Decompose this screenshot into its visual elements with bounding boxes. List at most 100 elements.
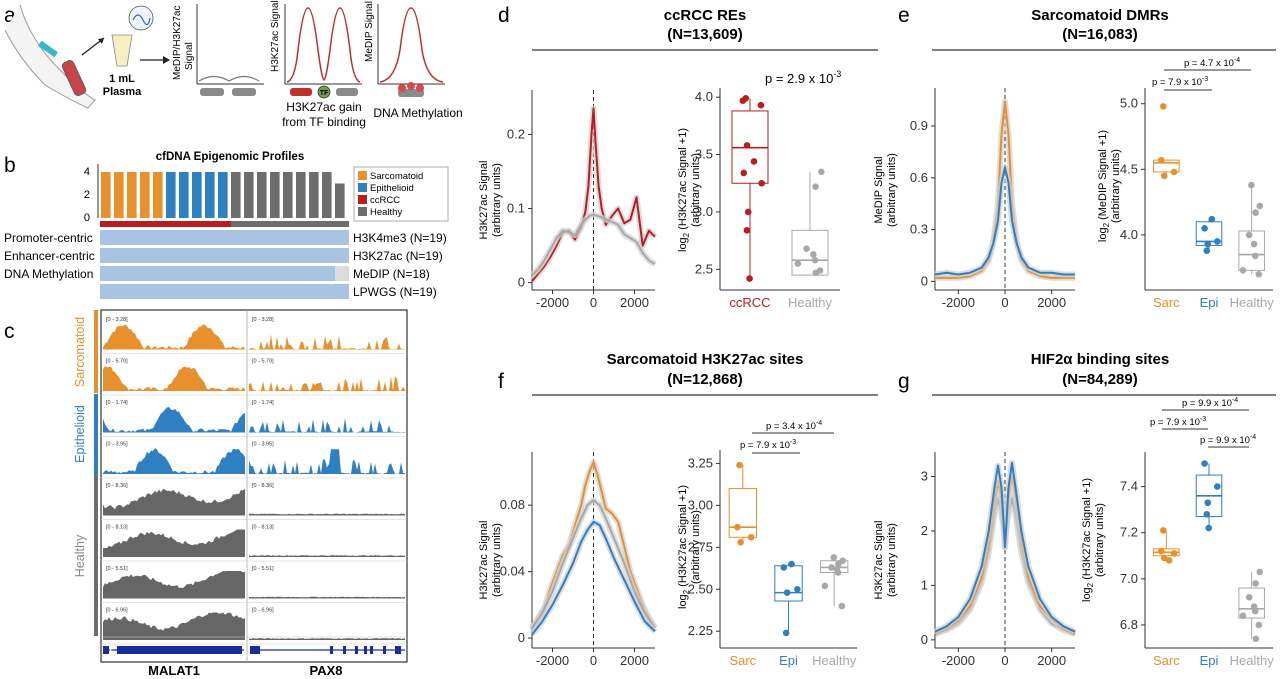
y-tick-label: 3.25 [688, 455, 713, 470]
group-bar-healthy [94, 476, 98, 636]
p-value-exponent: -3 [790, 439, 796, 446]
y-tick-label: 0.6 [910, 170, 928, 185]
coverage-tracks: [0 - 3.28] [0 - 3.28] [0 - 5.70] [0 - 5.70]… [101, 317, 407, 645]
profile-bar [270, 172, 280, 218]
data-point [1160, 554, 1168, 562]
row-category-label: DNA Methylation [4, 267, 93, 281]
y-tick-label: 1 [921, 577, 928, 592]
x-tick-label: 0 [590, 295, 597, 310]
data-point [744, 208, 752, 216]
assay-bar-h3k27ac [100, 248, 349, 263]
profile-bar [244, 172, 254, 218]
data-point [782, 629, 790, 637]
box-ylabel-part: (H3K27ac Signal +1) [1081, 478, 1093, 583]
series-line-epithelioid [934, 461, 1076, 633]
panel-a: a 1 mL Plasma MeDIP/H3K27ac Signal H3K27… [4, 0, 463, 129]
track-range-label: [0 - 5.70] [252, 359, 274, 365]
p-value-label: p = 9.9 x 10-4 [1182, 397, 1238, 409]
p-value-text: p = 7.9 x 10 [1150, 417, 1200, 428]
p-value-text: p = 9.9 x 10 [1200, 435, 1250, 446]
category-label: Sarc [729, 653, 756, 668]
row-category-label: Promoter-centric [4, 231, 93, 245]
p-value-exponent: -4 [1250, 434, 1256, 441]
data-point [1255, 270, 1263, 278]
data-point [758, 179, 765, 187]
profile-bar [114, 172, 124, 218]
data-point [1251, 607, 1259, 615]
data-point [746, 275, 753, 282]
panel-f-subtitle: (N=12,868) [667, 371, 742, 388]
box-plot-g: 6.8 7.0 7.2 7.4 Sarc Epi Healthy [1120, 452, 1274, 668]
significance-brackets: p = 3.4 x 10-4 p = 7.9 x 10-3 [740, 420, 834, 454]
category-label: Epi [1200, 653, 1219, 668]
data-point [1165, 557, 1173, 564]
x-tick-label: 2000 [1037, 295, 1066, 310]
data-point [1252, 635, 1260, 643]
p-value-exponent: -4 [1234, 57, 1240, 64]
p-value-text: p = 3.4 x 10 [766, 421, 816, 432]
panel-e: e Sarcomatoid DMRs (N=16,083) MeDIP Sign… [873, 4, 1276, 310]
y-tick-label: 2.75 [688, 539, 713, 554]
y-tick-label: 0 [518, 630, 525, 645]
track-range-label: [0 - 8.13] [252, 525, 274, 531]
blood-tube-icon [61, 60, 87, 96]
legend: Sarcomatoid Epithelioid ccRCC Healthy [353, 166, 449, 222]
data-point [1250, 240, 1258, 248]
data-point [830, 554, 838, 561]
profile-bar [101, 172, 111, 218]
data-point [1160, 103, 1167, 110]
gene-model-pax8 [250, 646, 405, 654]
track-range-label: [0 - 3.28] [106, 317, 128, 323]
panel-f-title: Sarcomatoid H3K27ac sites [607, 351, 804, 368]
profile-plot-f: -2000 0 2000 0 0.04 0.08 [500, 452, 658, 668]
legend-swatch-ccrcc [358, 195, 367, 204]
data-point [734, 523, 741, 531]
p-value-exponent: -3 [833, 69, 841, 79]
data-point [1204, 240, 1212, 248]
panel-c: c Sarcomatoid Epithelioid Healthy [0 - 3… [4, 309, 408, 678]
tf-icon [317, 85, 331, 99]
track-range-label: [0 - 8.36] [252, 483, 274, 489]
panel-e-title: Sarcomatoid DMRs [1031, 7, 1169, 24]
x-tick-label: 0 [590, 653, 597, 668]
data-point [757, 101, 765, 109]
y-tick-labels: 0 2 4 [84, 166, 90, 224]
data-point [743, 227, 751, 234]
series-line-healthy [531, 213, 656, 276]
y-tick-label: 2.5 [695, 261, 713, 276]
box-healthy [791, 229, 829, 276]
p-value-exponent: -3 [1200, 416, 1206, 423]
data-point [1157, 547, 1165, 555]
y-tick-label: 3 [921, 469, 928, 484]
y-tick-label: 3.00 [688, 497, 713, 512]
y-tick-label: 4.0 [695, 89, 713, 104]
data-point [1170, 550, 1178, 557]
legend-swatch-sarcomatoid [358, 171, 367, 180]
y-tick: 0 [84, 212, 90, 224]
series-line-epithelioid [531, 520, 656, 636]
p-value-exponent: -4 [1232, 397, 1238, 404]
y-tick-label: 0 [921, 632, 928, 647]
data-point [810, 251, 817, 258]
y-tick-label: 2.25 [688, 623, 713, 638]
coverage-right [249, 596, 405, 599]
row-category-label: Enhancer-centric [4, 249, 95, 263]
track-range-label: [0 - 5.51] [252, 566, 274, 572]
legend-label: Healthy [370, 207, 402, 218]
panel-d-subtitle: (N=13,609) [667, 26, 742, 43]
x-tick-label: -2000 [942, 295, 975, 310]
category-label: Healthy [1230, 653, 1275, 668]
x-tick-label: -2000 [942, 653, 975, 668]
track-range-label: [0 - 5.70] [106, 359, 128, 365]
legend-label: Sarcomatoid [370, 171, 423, 182]
data-point [1245, 593, 1253, 601]
p-value-text: p = 2.9 x 10 [765, 71, 833, 86]
box-ylabel: (arbitrary units) [690, 510, 702, 584]
profile-bar [179, 172, 189, 218]
ccrcc-annotation-strip [100, 221, 231, 227]
track-range-label: [0 - 5.51] [106, 566, 128, 572]
row-assay-label: LPWGS (N=19) [353, 285, 437, 299]
legend-label: ccRCC [370, 195, 400, 206]
data-point [821, 582, 829, 590]
